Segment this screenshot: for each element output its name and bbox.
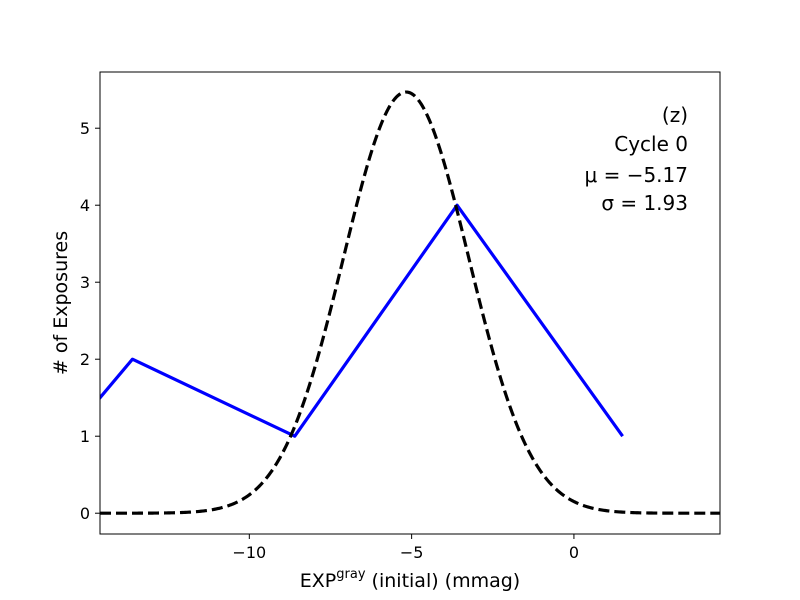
plot-frame xyxy=(99,71,721,535)
annotation-cycle: Cycle 0 xyxy=(614,132,688,156)
x-tick-label: −5 xyxy=(400,543,424,562)
y-axis-label: # of Exposures xyxy=(50,231,72,375)
y-tick-label: 1 xyxy=(80,427,90,446)
y-axis: 0 1 2 3 4 5 xyxy=(80,119,100,523)
annotation-filter: (z) xyxy=(662,103,688,127)
x-axis-label: EXPgray (initial) (mmag) xyxy=(300,567,520,592)
y-tick-label: 0 xyxy=(80,504,90,523)
series-layer xyxy=(100,90,720,515)
x-axis-label-rest: (initial) (mmag) xyxy=(366,570,521,592)
gaussian-fit-line xyxy=(100,90,720,515)
x-axis: −10 −5 0 xyxy=(232,534,579,562)
y-tick-label: 3 xyxy=(80,273,90,292)
annotation-mu: μ = −5.17 xyxy=(585,163,689,187)
x-axis-label-superscript: gray xyxy=(336,567,366,582)
x-tick-label: −10 xyxy=(232,543,266,562)
x-tick-label: 0 xyxy=(569,543,579,562)
histogram-line xyxy=(100,203,624,438)
y-tick-label: 5 xyxy=(80,119,90,138)
y-tick-label: 4 xyxy=(80,196,90,215)
annotation-sigma: σ = 1.93 xyxy=(601,191,688,215)
y-tick-label: 2 xyxy=(80,350,90,369)
